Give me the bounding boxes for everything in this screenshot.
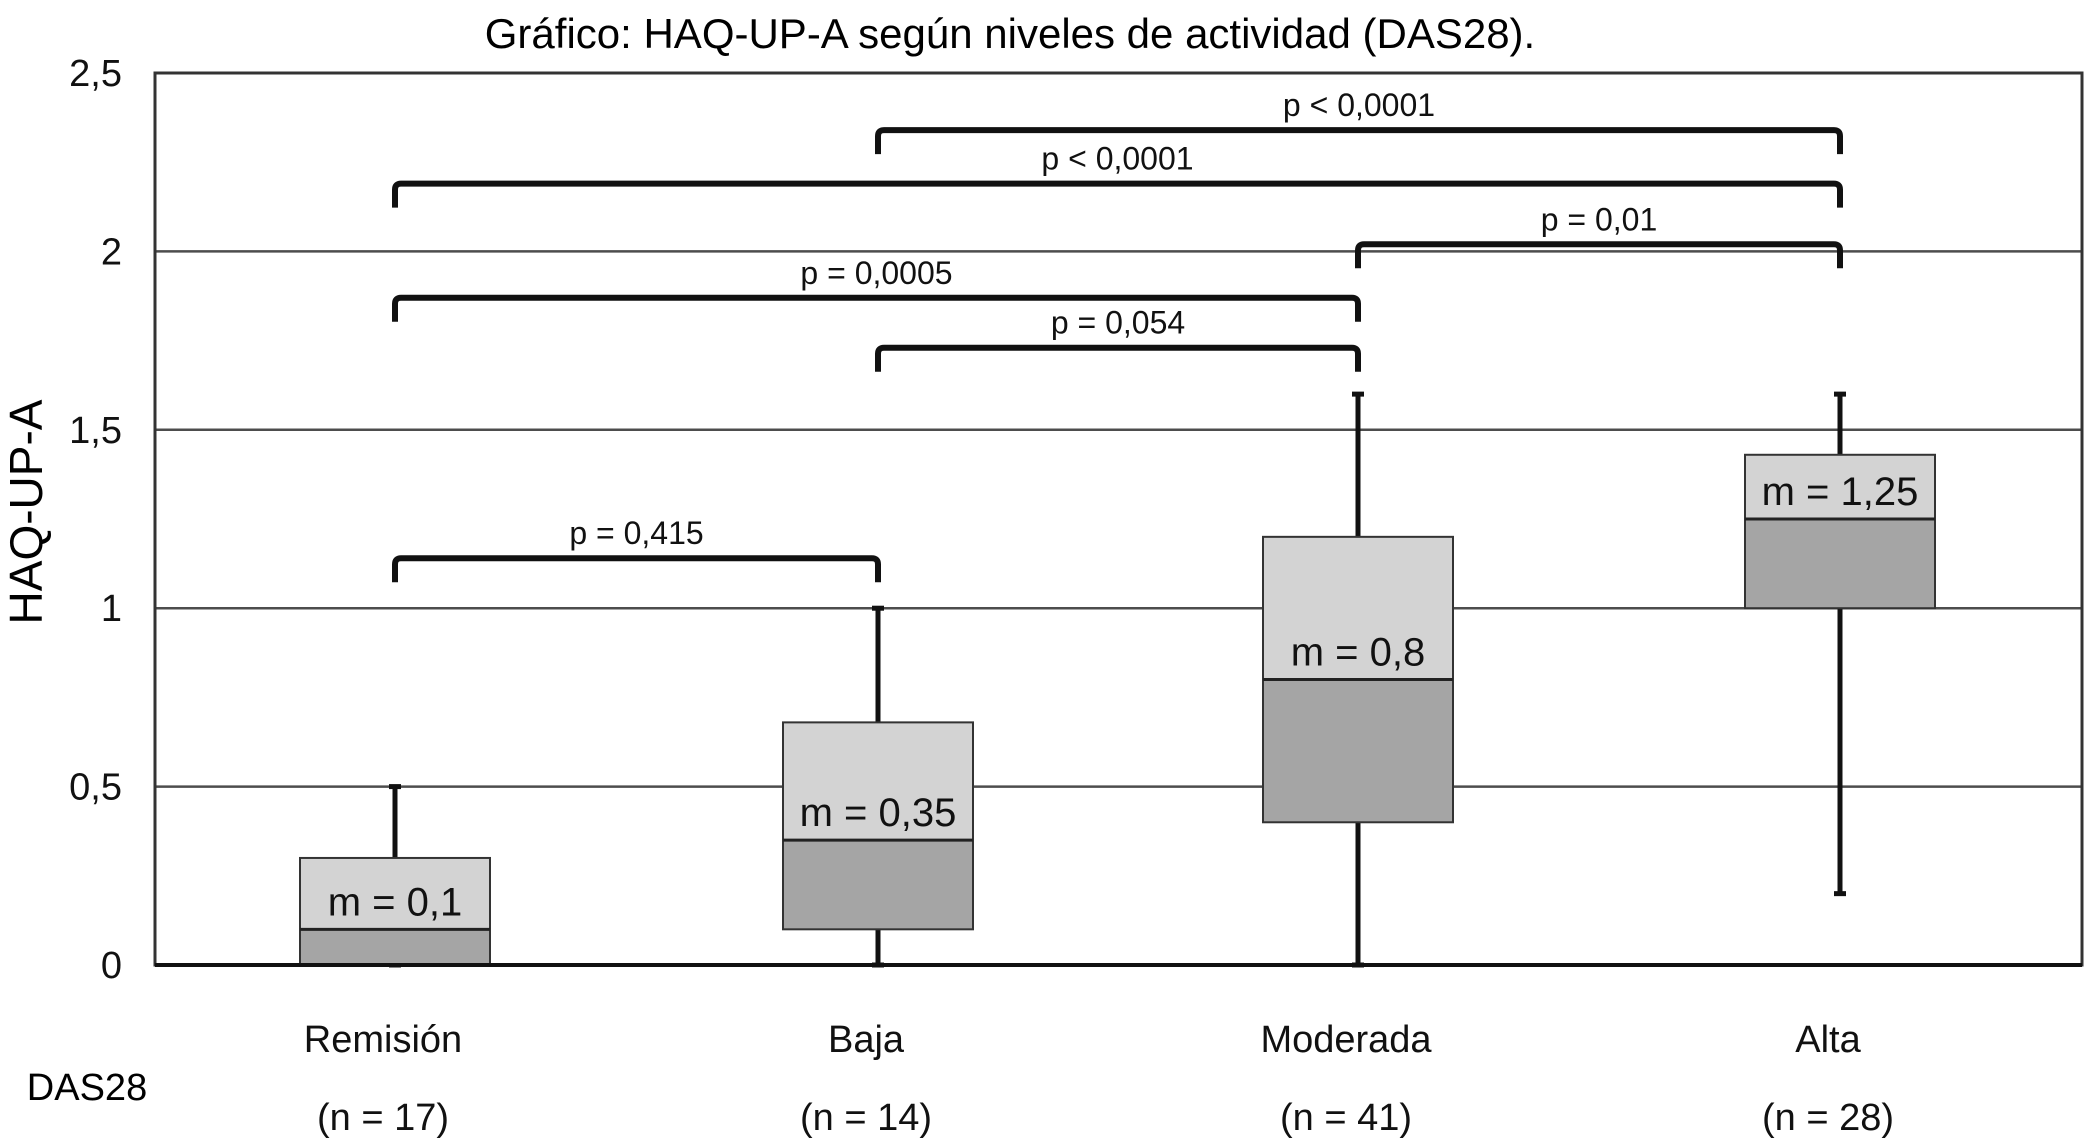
significance-bracket (875, 127, 1843, 155)
p-value-label: p = 0,01 (1541, 201, 1658, 237)
x-axis-label: DAS28 (27, 1067, 147, 1109)
sample-size-label: (n = 17) (317, 1097, 449, 1139)
y-tick-label: 0,5 (69, 767, 122, 809)
p-value-label: p = 0,0005 (800, 255, 952, 291)
y-tick-label: 0 (101, 945, 122, 987)
median-label: m = 0,35 (800, 791, 957, 835)
p-value-label: p < 0,0001 (1283, 87, 1435, 123)
significance-bracket (392, 294, 1361, 322)
significance-brackets (392, 127, 1843, 583)
x-category-label: Alta (1795, 1019, 1861, 1061)
y-tick-label: 2 (101, 231, 122, 273)
y-tick-label: 1 (101, 588, 122, 630)
chart-title: Gráfico: HAQ-UP-A según niveles de activ… (485, 10, 1535, 57)
p-value-label: p = 0,415 (569, 515, 703, 551)
significance-bracket (392, 555, 881, 583)
significance-bracket (392, 180, 1843, 208)
box-upper-quartile (1744, 453, 1936, 520)
x-category-label: Baja (828, 1019, 905, 1061)
median-label: m = 0,1 (328, 880, 463, 924)
y-axis-label: HAQ-UP-A (0, 399, 52, 624)
median-label: m = 1,25 (1762, 470, 1919, 514)
x-category-label: Moderada (1260, 1019, 1432, 1061)
box-lower-quartile (299, 928, 491, 967)
p-value-label: p = 0,054 (1051, 305, 1185, 341)
labels: 0 0,5 1 1,5 2 2,5 m = 0,1 Remisión (n = 17) m = 0… (69, 53, 1918, 1139)
significance-bracket (1355, 241, 1843, 269)
sample-size-label: (n = 41) (1280, 1097, 1412, 1139)
median-label: m = 0,8 (1291, 631, 1426, 675)
x-category-label: Remisión (304, 1019, 462, 1061)
box-lower-quartile (1744, 518, 1936, 610)
boxes (299, 391, 1936, 968)
p-value-label: p < 0,0001 (1041, 141, 1193, 177)
box-lower-quartile (782, 839, 974, 931)
sample-size-label: (n = 28) (1762, 1097, 1894, 1139)
axes (153, 71, 2084, 967)
box-upper-quartile (1262, 535, 1454, 681)
y-tick-label: 2,5 (69, 53, 122, 95)
box-lower-quartile (1262, 678, 1454, 824)
sample-size-label: (n = 14) (800, 1097, 932, 1139)
y-tick-label: 1,5 (69, 410, 122, 452)
significance-bracket (875, 344, 1361, 372)
box-upper-quartile (782, 721, 974, 842)
